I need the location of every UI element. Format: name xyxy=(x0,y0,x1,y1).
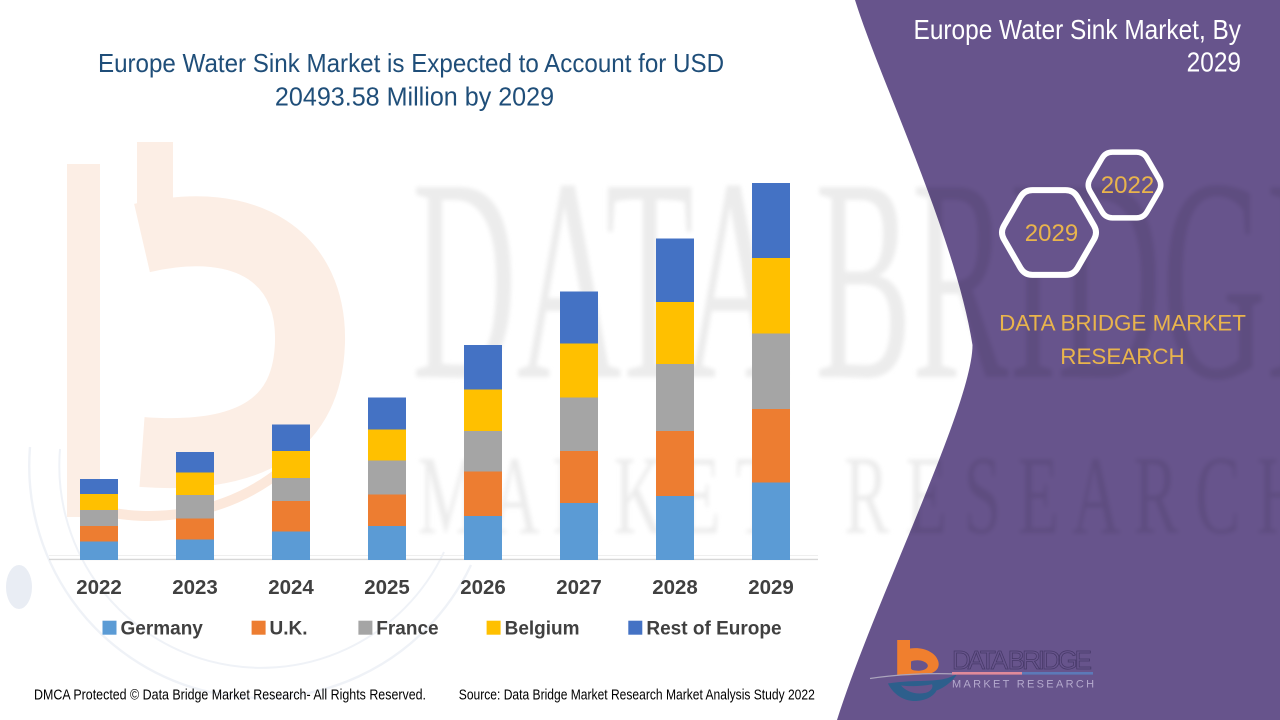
svg-text:2029: 2029 xyxy=(1025,220,1078,247)
svg-text:DATA BRIDGE: DATA BRIDGE xyxy=(952,645,1092,675)
svg-text:2027: 2027 xyxy=(556,576,602,599)
svg-text:France: France xyxy=(376,619,438,640)
svg-text:Germany: Germany xyxy=(121,619,204,640)
svg-text:Belgium: Belgium xyxy=(505,619,580,640)
svg-text:2025: 2025 xyxy=(364,576,410,599)
svg-text:2026: 2026 xyxy=(460,576,506,599)
svg-text:DATA BRIDGE MARKET: DATA BRIDGE MARKET xyxy=(999,311,1246,336)
svg-text:Source: Data Bridge Market Res: Source: Data Bridge Market Research Mark… xyxy=(459,688,815,704)
svg-text:RESEARCH: RESEARCH xyxy=(1060,344,1184,369)
svg-text:2029: 2029 xyxy=(748,576,794,599)
svg-text:MARKET RESEARCH: MARKET RESEARCH xyxy=(952,679,1096,691)
svg-text:2029: 2029 xyxy=(1187,46,1241,78)
svg-text:2022: 2022 xyxy=(1101,172,1154,199)
svg-text:U.K.: U.K. xyxy=(270,619,308,640)
svg-text:20493.58 Million by 2029: 20493.58 Million by 2029 xyxy=(275,83,554,111)
svg-text:Europe Water Sink Market is Ex: Europe Water Sink Market is Expected to … xyxy=(98,50,724,78)
svg-text:2022: 2022 xyxy=(76,576,122,599)
svg-text:2028: 2028 xyxy=(652,576,698,599)
svg-text:DMCA Protected © Data Bridge M: DMCA Protected © Data Bridge Market Rese… xyxy=(34,688,426,704)
svg-text:Rest of Europe: Rest of Europe xyxy=(646,619,781,640)
svg-text:2024: 2024 xyxy=(268,576,314,599)
svg-text:2023: 2023 xyxy=(172,576,218,599)
svg-text:Europe Water Sink Market, By: Europe Water Sink Market, By xyxy=(914,14,1241,46)
